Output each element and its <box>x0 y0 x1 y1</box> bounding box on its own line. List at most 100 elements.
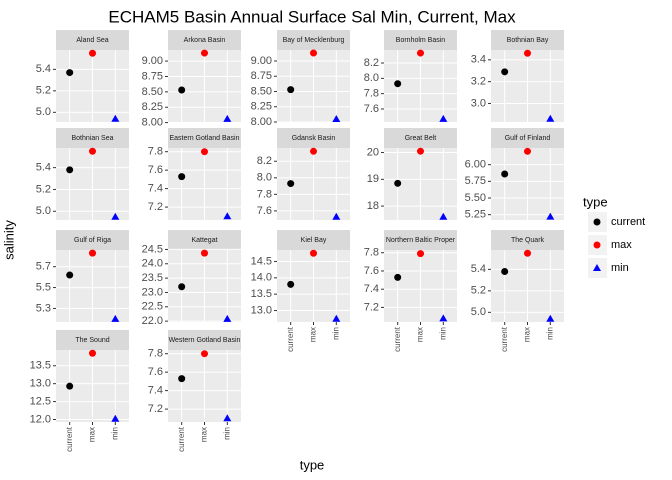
y-tick-label: 3.0 <box>471 97 486 109</box>
y-tick-label: 7.8 <box>364 247 379 259</box>
x-tick-label: max <box>200 427 209 442</box>
chart-title: ECHAM5 Basin Annual Surface Sal Min, Cur… <box>108 7 516 26</box>
y-tick-label: 8.2 <box>364 57 379 69</box>
point <box>201 148 208 156</box>
facet-strip <box>384 230 457 250</box>
legend-title: type <box>583 194 608 209</box>
y-tick-label: 5.4 <box>36 63 51 75</box>
facet-strip <box>277 128 350 148</box>
point <box>310 249 317 257</box>
point <box>287 86 295 94</box>
point <box>417 49 424 57</box>
y-tick-label: 12.0 <box>30 413 51 425</box>
y-tick-label: 8.75 <box>142 70 163 82</box>
y-tick-label: 5.0 <box>36 205 51 217</box>
y-tick-label: 7.6 <box>364 265 379 277</box>
point <box>178 173 186 181</box>
y-tick-label: 8.0 <box>257 172 272 184</box>
y-tick-label: 5.2 <box>471 285 486 297</box>
y-tick-label: 7.6 <box>148 164 163 176</box>
point <box>89 49 96 57</box>
x-axis-label: type <box>300 457 325 472</box>
point <box>223 212 232 220</box>
facet-strip <box>168 230 241 250</box>
y-tick-label: 5.2 <box>36 85 51 97</box>
facet-title: Gdansk Basin <box>292 135 336 142</box>
y-tick-label: 7.8 <box>148 348 163 360</box>
facet-title: Aland Sea <box>76 37 108 44</box>
y-tick-label: 24.5 <box>142 243 163 255</box>
point <box>66 166 74 174</box>
point <box>178 375 186 383</box>
x-tick-label: min <box>222 427 231 440</box>
legend-symbol <box>593 264 601 271</box>
y-tick-label: 3.4 <box>471 54 486 66</box>
point <box>310 49 317 57</box>
y-tick-label: 5.4 <box>471 263 486 275</box>
y-tick-label: 13.5 <box>251 288 272 300</box>
y-tick-label: 5.5 <box>36 281 51 293</box>
facet-title: Great Belt <box>405 135 437 142</box>
y-axis-label: salinity <box>1 220 16 260</box>
y-tick-label: 5.3 <box>36 302 51 314</box>
facet-strip <box>277 230 350 250</box>
facet-title: Gulf of Finland <box>505 135 551 142</box>
y-tick-label: 19 <box>367 173 379 185</box>
y-tick-label: 22.5 <box>142 301 163 313</box>
facet-strip <box>384 128 457 148</box>
facet-title: Western Gotland Basin <box>169 337 241 344</box>
point <box>66 69 74 77</box>
y-tick-label: 14.0 <box>251 272 272 284</box>
point <box>332 212 341 220</box>
point <box>439 212 448 220</box>
x-tick-label: current <box>393 326 402 352</box>
facet-strip <box>491 128 564 148</box>
x-tick-label: max <box>88 427 97 442</box>
point <box>546 314 555 322</box>
x-tick-label: current <box>177 426 186 452</box>
y-tick-label: 7.8 <box>148 146 163 158</box>
y-tick-label: 22.0 <box>142 315 163 327</box>
facet-title: Bothnian Sea <box>71 135 113 142</box>
y-tick-label: 7.2 <box>148 201 163 213</box>
facet-strip <box>491 30 564 50</box>
y-tick-label: 7.8 <box>257 188 272 200</box>
y-tick-label: 6.00 <box>465 159 486 171</box>
y-tick-label: 5.75 <box>465 175 486 187</box>
point <box>417 147 424 155</box>
point <box>524 249 531 257</box>
point <box>310 147 317 155</box>
y-tick-label: 5.7 <box>36 261 51 273</box>
y-tick-label: 5.4 <box>36 162 51 174</box>
y-tick-label: 8.25 <box>142 101 163 113</box>
y-tick-label: 7.8 <box>364 88 379 100</box>
y-tick-label: 9.00 <box>142 55 163 67</box>
y-tick-label: 23.0 <box>142 286 163 298</box>
y-tick-label: 13.0 <box>251 304 272 316</box>
y-tick-label: 8.25 <box>251 101 272 113</box>
facet-strip <box>168 128 241 148</box>
facet-strip <box>384 30 457 50</box>
point <box>201 249 208 257</box>
point <box>332 114 341 122</box>
y-tick-label: 8.0 <box>364 72 379 84</box>
facet-strip <box>56 30 129 50</box>
legend-symbol <box>593 241 601 249</box>
legend-label: max <box>611 239 632 251</box>
facet-title: The Sound <box>75 337 109 344</box>
y-tick-label: 7.4 <box>364 283 379 295</box>
point <box>201 49 208 57</box>
point <box>501 267 509 275</box>
point <box>178 283 186 291</box>
facet-title: Gulf of Riga <box>74 237 111 244</box>
x-tick-label: current <box>65 426 74 452</box>
facet-strip <box>56 128 129 148</box>
y-tick-label: 5.50 <box>465 192 486 204</box>
point <box>524 147 531 155</box>
facet-strip <box>168 30 241 50</box>
point <box>178 86 186 94</box>
x-tick-label: current <box>286 326 295 352</box>
point <box>394 80 402 88</box>
y-tick-label: 7.2 <box>148 403 163 415</box>
